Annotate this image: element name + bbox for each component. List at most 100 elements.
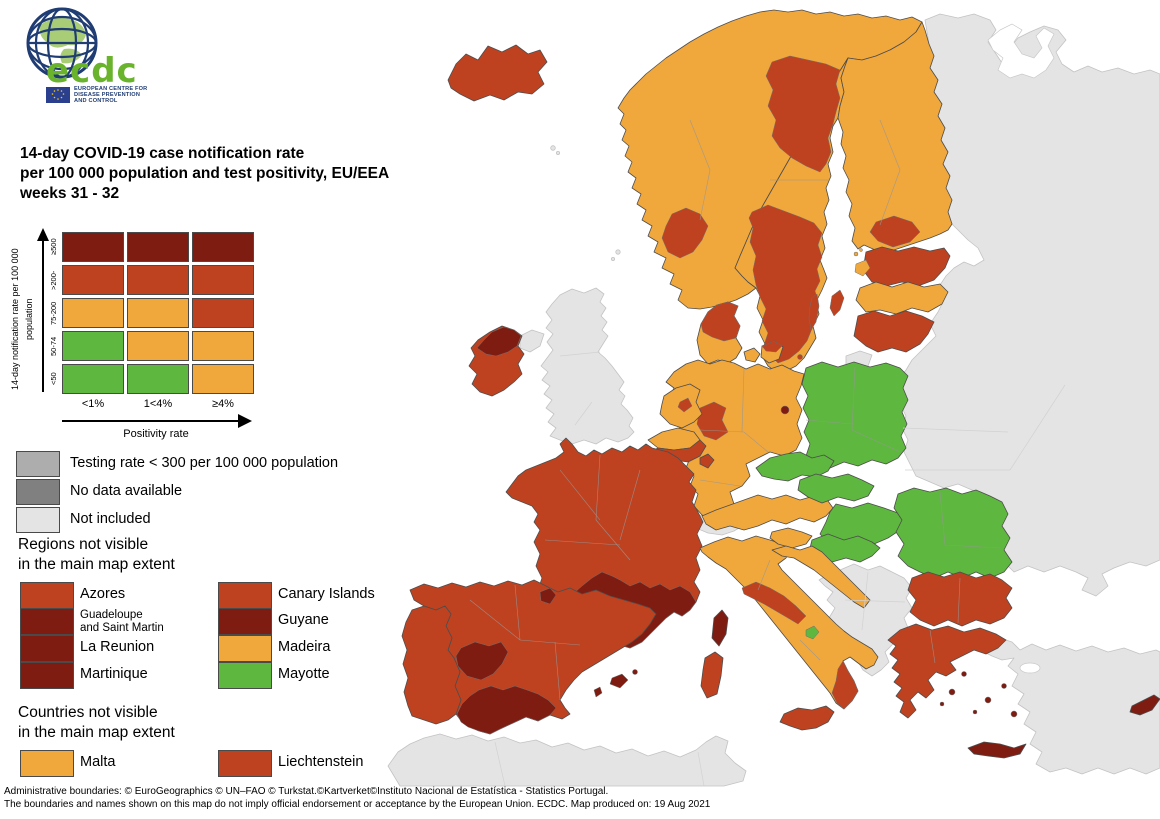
region-calabria bbox=[831, 660, 859, 710]
region-northern-ireland bbox=[519, 329, 545, 353]
region-rhodes bbox=[1010, 710, 1018, 718]
region-label-guadeloupe: Guadeloupe and Saint Martin bbox=[80, 609, 164, 634]
region-greek-island-3 bbox=[984, 696, 992, 704]
subregion-border-lines bbox=[469, 119, 1066, 787]
legend-swatch-not-included bbox=[16, 507, 60, 533]
region-italy-centre bbox=[741, 581, 807, 625]
matrix-y-axis-label: 14-day notification rate per 100 000 pop… bbox=[10, 248, 34, 390]
region-greece bbox=[887, 623, 1007, 719]
region-denmark-funen bbox=[743, 347, 761, 363]
region-swatch-madeira bbox=[218, 635, 272, 662]
matrix-cell bbox=[62, 331, 124, 361]
region-menorca bbox=[632, 669, 638, 675]
region-hungary bbox=[819, 502, 907, 547]
matrix-cell bbox=[127, 298, 189, 328]
region-sicily bbox=[779, 705, 835, 731]
country-swatch-liechtenstein bbox=[218, 750, 272, 777]
matrix-y-axis-arrowhead-icon bbox=[37, 228, 49, 241]
matrix-cell bbox=[192, 265, 254, 295]
matrix-col-label-2: ≥4% bbox=[212, 398, 234, 410]
region-estonia bbox=[862, 246, 951, 287]
region-great-britain bbox=[540, 287, 635, 445]
region-swatch-martinique bbox=[20, 662, 74, 689]
region-cyprus bbox=[1129, 694, 1160, 716]
region-greek-island-2 bbox=[961, 671, 967, 677]
region-shetland bbox=[615, 249, 621, 255]
matrix-cell bbox=[62, 232, 124, 262]
region-portugal bbox=[401, 605, 462, 725]
region-lithuania bbox=[853, 310, 935, 353]
region-label-canary-islands: Canary Islands bbox=[278, 586, 375, 602]
region-aland-2 bbox=[859, 248, 863, 252]
region-crete bbox=[967, 741, 1027, 759]
region-finland bbox=[837, 21, 953, 254]
matrix-cell bbox=[192, 232, 254, 262]
region-oland bbox=[808, 293, 820, 331]
matrix-legend-grid bbox=[62, 232, 254, 394]
legend-label-not-included: Not included bbox=[70, 511, 151, 527]
countries-not-visible-heading: Countries not visible in the main map ex… bbox=[18, 704, 175, 741]
footer-attribution: Administrative boundaries: © EuroGeograp… bbox=[4, 786, 609, 797]
matrix-cell bbox=[127, 265, 189, 295]
region-shetland-2 bbox=[611, 256, 616, 261]
region-faroe-islands bbox=[550, 145, 556, 151]
region-corsica bbox=[711, 609, 729, 647]
matrix-row-label-0: ≥500 bbox=[49, 238, 58, 256]
region-label-azores: Azores bbox=[80, 586, 126, 602]
region-latvia bbox=[855, 281, 949, 315]
matrix-cell bbox=[62, 364, 124, 394]
matrix-x-axis-arrowhead-icon bbox=[238, 414, 252, 428]
region-greek-island-4 bbox=[1001, 683, 1007, 689]
matrix-row-label-4: <50 bbox=[49, 372, 58, 386]
region-romania bbox=[893, 487, 1013, 579]
legend-label-testing-rate: Testing rate < 300 per 100 000 populatio… bbox=[70, 455, 339, 471]
regions-not-visible-heading: Regions not visible in the main map exte… bbox=[18, 536, 175, 573]
region-denmark-north-zealand bbox=[761, 340, 783, 353]
matrix-cell bbox=[127, 232, 189, 262]
region-gotland bbox=[829, 289, 845, 317]
region-swatch-guyane bbox=[218, 608, 272, 635]
region-label-la-reunion: La Reunion bbox=[80, 639, 155, 655]
region-aland bbox=[853, 251, 859, 257]
region-extremadura bbox=[455, 641, 509, 681]
region-sweden-central-south bbox=[748, 204, 823, 364]
region-iceland bbox=[447, 44, 548, 102]
matrix-x-axis-arrow bbox=[62, 420, 238, 422]
region-czechia bbox=[755, 451, 835, 482]
legend-label-no-data: No data available bbox=[70, 483, 183, 499]
region-label-guyane: Guyane bbox=[278, 612, 329, 628]
region-sardinia bbox=[700, 651, 724, 699]
matrix-cell bbox=[62, 298, 124, 328]
region-greek-island-6 bbox=[972, 709, 978, 715]
region-swatch-canary-islands bbox=[218, 582, 272, 609]
region-flevoland bbox=[677, 397, 693, 413]
matrix-cell bbox=[192, 331, 254, 361]
region-faroe-islands-2 bbox=[556, 150, 561, 155]
region-molise bbox=[805, 625, 820, 640]
ecdc-logo: ecdc EUROPEAN CENTRE FOR DISEASE PREVENT… bbox=[24, 5, 164, 105]
ecdc-globe-icon bbox=[26, 7, 98, 79]
region-luxembourg bbox=[699, 453, 715, 469]
region-greek-island bbox=[948, 688, 956, 696]
region-andalusia bbox=[456, 685, 557, 735]
region-ireland-northwest bbox=[476, 326, 522, 357]
region-north-africa bbox=[387, 733, 747, 787]
region-austria bbox=[701, 494, 834, 531]
matrix-row-label-1: >200-499 bbox=[49, 270, 69, 290]
region-label-martinique: Martinique bbox=[80, 666, 148, 682]
region-mallorca bbox=[609, 673, 629, 689]
region-swatch-mayotte bbox=[218, 662, 272, 689]
matrix-y-axis-arrow bbox=[42, 240, 44, 392]
region-berlin bbox=[780, 405, 790, 415]
region-navarra bbox=[539, 587, 557, 605]
region-greek-island-5 bbox=[939, 701, 945, 707]
matrix-cell bbox=[127, 364, 189, 394]
matrix-col-label-1: 1<4% bbox=[143, 398, 173, 410]
region-swatch-azores bbox=[20, 582, 74, 609]
country-label-malta: Malta bbox=[80, 754, 116, 770]
region-bulgaria bbox=[907, 571, 1013, 627]
country-label-liechtenstein: Liechtenstein bbox=[278, 754, 364, 770]
matrix-x-axis-label: Positivity rate bbox=[123, 428, 189, 440]
region-ibiza bbox=[593, 686, 603, 698]
